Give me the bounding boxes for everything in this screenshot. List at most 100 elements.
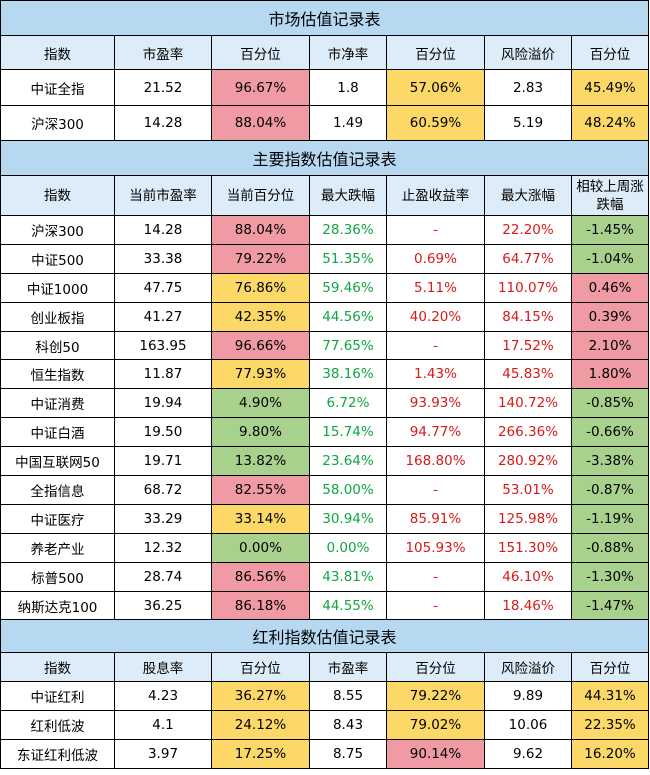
weekly-change-cell: -1.45% <box>570 215 650 245</box>
index-name-cell: 养老产业 <box>0 532 115 563</box>
value-cell: 9.62 <box>484 739 572 770</box>
take-profit-cell: 5.11% <box>386 272 485 303</box>
percentile-cell: 22.35% <box>570 710 650 741</box>
max-gain-cell: 280.92% <box>484 446 572 477</box>
pe-cell: 33.38 <box>114 243 212 274</box>
table-row: 红利低波 4.1 24.12% 8.43 79.02% 10.06 22.35% <box>0 710 650 741</box>
table-row: 创业板指 41.27 42.35% 44.56% 40.20% 84.15% 0.39% <box>0 301 650 332</box>
take-profit-cell: - <box>386 475 485 505</box>
max-gain-cell: 110.07% <box>484 272 572 303</box>
column-header: 止盈收益率 <box>386 175 485 216</box>
column-header: 风险溢价 <box>484 652 572 683</box>
value-cell: 4.23 <box>114 681 212 712</box>
max-gain-cell: 125.98% <box>484 503 572 534</box>
percentile-cell: 57.06% <box>386 69 485 106</box>
index-name-cell: 东证红利低波 <box>0 739 115 770</box>
weekly-change-cell: -1.19% <box>570 503 650 534</box>
percentile-cell: 17.25% <box>211 739 310 770</box>
column-header: 当前市盈率 <box>114 175 212 216</box>
pe-cell: 14.28 <box>114 215 212 245</box>
index-name-cell: 科创50 <box>0 330 115 361</box>
column-header: 百分位 <box>386 652 485 683</box>
percentile-cell: 45.49% <box>570 69 650 106</box>
table-row: 养老产业 12.32 0.00% 0.00% 105.93% 151.30% -0.88% <box>0 532 650 563</box>
max-gain-cell: 46.10% <box>484 561 572 592</box>
take-profit-cell: 85.91% <box>386 503 485 534</box>
column-header: 百分位 <box>570 35 650 70</box>
pe-cell: 41.27 <box>114 301 212 332</box>
pe-cell: 33.29 <box>114 503 212 534</box>
max-drawdown-cell: 28.36% <box>309 215 387 245</box>
index-name-cell: 中国互联网50 <box>0 446 115 477</box>
column-header: 百分位 <box>570 652 650 683</box>
table-row: 中国互联网50 19.71 13.82% 23.64% 168.80% 280.92% -3… <box>0 446 650 477</box>
value-cell: 8.75 <box>309 739 387 770</box>
column-header: 市盈率 <box>309 652 387 683</box>
column-header: 市净率 <box>309 35 387 70</box>
max-drawdown-cell: 23.64% <box>309 446 387 477</box>
weekly-change-cell: -0.85% <box>570 388 650 419</box>
max-gain-cell: 64.77% <box>484 243 572 274</box>
value-cell: 3.97 <box>114 739 212 770</box>
percentile-cell: 60.59% <box>386 105 485 141</box>
max-gain-cell: 151.30% <box>484 532 572 563</box>
table-row: 科创50 163.95 96.66% 77.65% -17.52% 2.10% <box>0 330 650 361</box>
dividend-title-row: 红利指数估值记录表 <box>0 619 650 654</box>
value-cell: 8.55 <box>309 681 387 712</box>
percentile-cell: 16.20% <box>570 739 650 770</box>
max-drawdown-cell: 38.16% <box>309 359 387 390</box>
percentile-cell: 96.66% <box>211 330 310 361</box>
pe-cell: 19.71 <box>114 446 212 477</box>
table-row: 中证消费 19.94 4.90% 6.72% 93.93% 140.72% -0.85% <box>0 388 650 419</box>
percentile-cell: 36.27% <box>211 681 310 712</box>
index-name-cell: 中证消费 <box>0 388 115 419</box>
value-cell: 10.06 <box>484 710 572 741</box>
pe-cell: 28.74 <box>114 561 212 592</box>
weekly-change-cell: -1.47% <box>570 590 650 621</box>
index-name-cell: 创业板指 <box>0 301 115 332</box>
weekly-change-cell: -3.38% <box>570 446 650 477</box>
market-title-row: 市场估值记录表 <box>0 0 650 36</box>
table-row: 东证红利低波 3.97 17.25% 8.75 90.14% 9.62 16.2… <box>0 739 650 770</box>
column-header: 风险溢价 <box>484 35 572 70</box>
max-drawdown-cell: 30.94% <box>309 503 387 534</box>
max-drawdown-cell: 0.00% <box>309 532 387 563</box>
column-header: 市盈率 <box>114 35 212 70</box>
max-gain-cell: 266.36% <box>484 417 572 448</box>
max-gain-cell: 17.52% <box>484 330 572 361</box>
percentile-cell: 9.80% <box>211 417 310 448</box>
index-name-cell: 全指信息 <box>0 475 115 505</box>
table-row: 纳斯达克100 36.25 86.18% 44.55% -18.46% -1.47% <box>0 590 650 621</box>
value-cell: 4.1 <box>114 710 212 741</box>
main-index-rows: 沪深300 14.28 88.04% 28.36% -22.20% -1.45% 中证500… <box>0 215 650 621</box>
percentile-cell: 77.93% <box>211 359 310 390</box>
column-header: 指数 <box>0 35 115 70</box>
table-row: 中证医疗 33.29 33.14% 30.94% 85.91% 125.98% -1.19% <box>0 503 650 534</box>
weekly-change-cell: -1.04% <box>570 243 650 274</box>
max-gain-cell: 22.20% <box>484 215 572 245</box>
percentile-cell: 79.02% <box>386 710 485 741</box>
main-title-row: 主要指数估值记录表 <box>0 140 650 176</box>
value-cell: 1.8 <box>309 69 387 106</box>
percentile-cell: 44.31% <box>570 681 650 712</box>
value-cell: 2.83 <box>484 69 572 106</box>
take-profit-cell: 0.69% <box>386 243 485 274</box>
table-row: 中证红利 4.23 36.27% 8.55 79.22% 9.89 44.31% <box>0 681 650 712</box>
pe-cell: 163.95 <box>114 330 212 361</box>
percentile-cell: 79.22% <box>211 243 310 274</box>
percentile-cell: 33.14% <box>211 503 310 534</box>
weekly-change-cell: -0.87% <box>570 475 650 505</box>
percentile-cell: 4.90% <box>211 388 310 419</box>
value-cell: 8.43 <box>309 710 387 741</box>
table-row: 标普500 28.74 86.56% 43.81% -46.10% -1.30% <box>0 561 650 592</box>
main-header-row: 指数 当前市盈率 当前百分位 最大跌幅 止盈收益率 最大涨幅 相较上周涨跌幅 <box>0 175 650 216</box>
index-name-cell: 中证500 <box>0 243 115 274</box>
table-row: 全指信息 68.72 82.55% 58.00% -53.01% -0.87% <box>0 475 650 505</box>
pe-cell: 19.50 <box>114 417 212 448</box>
value-cell: 5.19 <box>484 105 572 141</box>
pe-cell: 36.25 <box>114 590 212 621</box>
value-cell: 1.49 <box>309 105 387 141</box>
table-row: 恒生指数 11.87 77.93% 38.16% 1.43% 45.83% 1.80% <box>0 359 650 390</box>
table-row: 中证白酒 19.50 9.80% 15.74% 94.77% 266.36% -0.66% <box>0 417 650 448</box>
